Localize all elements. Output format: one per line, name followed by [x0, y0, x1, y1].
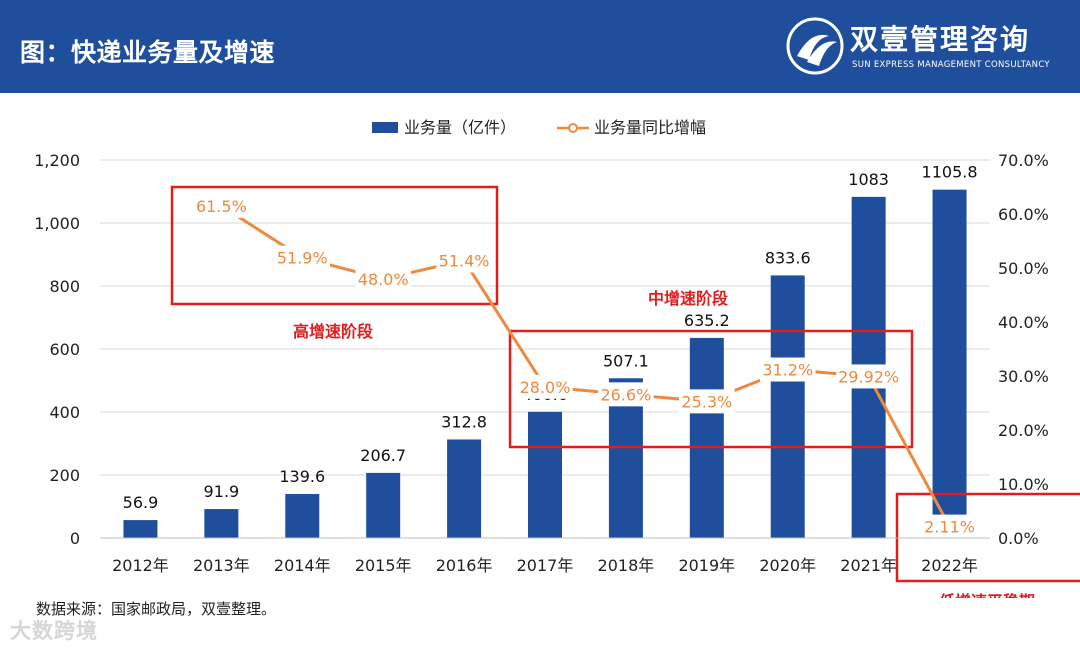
y-right-tick-label: 30.0% — [998, 367, 1049, 386]
y-right-tick-label: 50.0% — [998, 259, 1049, 278]
combo-chart: 56.991.9139.6206.7312.8400.6507.1635.283… — [34, 118, 1080, 598]
y-left-tick-label: 1,000 — [34, 214, 80, 233]
line-label-bg — [274, 245, 331, 270]
legend-line-marker — [568, 123, 578, 133]
bar-value-label: 56.9 — [123, 493, 159, 512]
bar — [932, 189, 967, 538]
y-left-tick-label: 600 — [49, 340, 80, 359]
bar-value-label: 139.6 — [279, 467, 325, 486]
y-left-tick-label: 800 — [49, 277, 80, 296]
line-label-bg — [436, 248, 492, 273]
bar — [123, 520, 158, 538]
y-left-tick-label: 200 — [49, 466, 80, 485]
y-left-tick-label: 1,200 — [34, 151, 80, 170]
brand-subtitle: SUN EXPRESS MANAGEMENT CONSULTANCY — [852, 60, 1050, 70]
y-right-tick-label: 70.0% — [998, 151, 1049, 170]
x-tick-label: 2012年 — [112, 556, 169, 575]
stage-box — [170, 185, 499, 306]
x-tick-label: 2019年 — [678, 556, 735, 575]
bar-value-label: 312.8 — [441, 412, 487, 431]
bar — [366, 472, 401, 538]
line-value-label: 2.11% — [924, 518, 975, 537]
bar-value-label: 507.1 — [603, 351, 649, 370]
line-value-label: 31.2% — [762, 361, 813, 380]
page-title: 图：快递业务量及增速 — [20, 38, 276, 67]
y-left-tick-label: 400 — [49, 403, 80, 422]
line-label-bg — [598, 382, 654, 407]
line-label-bg — [921, 514, 978, 539]
chart-axes: 0 200 400 600 800 1,000 1,200 0.0% 10.0% 20.0% 30.… — [34, 151, 1049, 575]
x-tick-label: 2016年 — [436, 556, 493, 575]
legend-line-label: 业务量同比增幅 — [594, 118, 706, 137]
bar-value-label: 1105.8 — [922, 163, 978, 182]
line-label-bg — [679, 389, 735, 414]
line-value-label: 29.92% — [838, 367, 899, 386]
stage-label: 高增速阶段 — [293, 322, 374, 341]
y-right-tick-label: 10.0% — [998, 475, 1049, 494]
y-right-tick-label: 20.0% — [998, 421, 1049, 440]
header-banner: 图：快递业务量及增速 双壹管理咨询 SUN EXPRESS MANAGEMENT… — [0, 0, 1080, 93]
legend-bar-label: 业务量（亿件） — [404, 118, 516, 137]
line-label-bg — [193, 193, 250, 218]
stage-label: 低增速平稳期 — [938, 592, 1035, 598]
line-label-bg — [355, 266, 411, 291]
bar-value-label: 635.2 — [684, 311, 730, 330]
brand-name: 双壹管理咨询 — [850, 23, 1031, 56]
bar-value-label: 91.9 — [204, 482, 240, 501]
line-value-label: 48.0% — [358, 270, 409, 289]
stage-box — [508, 329, 914, 449]
watermark: 大数跨境 — [10, 619, 98, 643]
line-value-label: 28.0% — [520, 378, 571, 397]
line-value-label: 51.9% — [277, 249, 328, 268]
y-right-tick-label: 60.0% — [998, 205, 1049, 224]
stage-labels: 高增速阶段 中增速阶段低增速平稳期 — [293, 289, 1035, 598]
line-label-bg — [517, 374, 573, 399]
source-note: 数据来源：国家邮政局，双壹整理。 — [36, 600, 277, 618]
bar — [447, 439, 482, 538]
bar-value-label: 206.7 — [360, 446, 406, 465]
x-tick-label: 2017年 — [517, 556, 574, 575]
bar-series: 56.991.9139.6206.7312.8400.6507.1635.283… — [123, 163, 978, 538]
bar — [528, 411, 562, 538]
line-label-bg — [759, 357, 816, 382]
line-value-label: 25.3% — [681, 392, 732, 411]
x-tick-label: 2013年 — [193, 556, 250, 575]
line-value-label: 51.4% — [439, 251, 490, 270]
x-tick-label: 2014年 — [274, 556, 331, 575]
bar-value-label: 833.6 — [765, 248, 811, 267]
stage-label: 中增速阶段 — [648, 289, 729, 308]
y-right-tick-label: 40.0% — [998, 313, 1049, 332]
bar-value-label: 1083 — [848, 170, 889, 189]
line-value-label: 26.6% — [600, 385, 651, 404]
bar — [285, 494, 320, 538]
y-left-tick-label: 0 — [70, 529, 80, 548]
x-tick-label: 2021年 — [840, 556, 897, 575]
bar — [770, 275, 805, 538]
chart-legend: 业务量（亿件） 业务量同比增幅 — [372, 118, 706, 137]
bar — [204, 509, 239, 538]
legend-bar-swatch — [372, 122, 398, 133]
y-right-tick-label: 0.0% — [998, 529, 1039, 548]
x-tick-label: 2020年 — [759, 556, 816, 575]
line-label-bg — [836, 364, 902, 389]
x-tick-label: 2015年 — [355, 556, 412, 575]
line-value-label: 61.5% — [196, 197, 247, 216]
brand-logo-icon — [786, 17, 844, 75]
line-series: 61.5% 51.9% 48.0% 51.4% 28.0% 26.6% 25.3% 31.2%… — [193, 193, 978, 539]
bar — [689, 337, 724, 538]
x-tick-label: 2022年 — [921, 556, 978, 575]
growth-line — [220, 204, 951, 528]
x-tick-label: 2018年 — [598, 556, 655, 575]
